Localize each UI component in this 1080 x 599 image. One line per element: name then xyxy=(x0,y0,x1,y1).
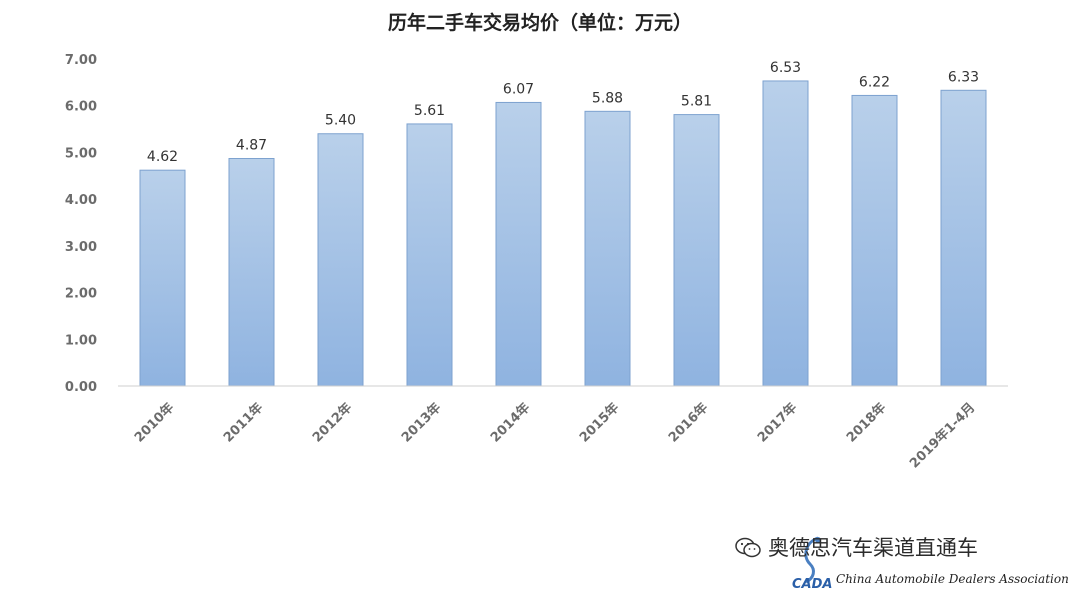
data-label: 6.53 xyxy=(770,60,801,76)
x-tick-label: 2018年 xyxy=(843,400,889,446)
y-tick-label: 6.00 xyxy=(65,100,97,115)
bars xyxy=(139,80,987,387)
bar xyxy=(139,169,186,387)
bar xyxy=(673,114,720,387)
data-label: 6.33 xyxy=(948,69,979,85)
y-tick-label: 1.00 xyxy=(65,333,97,348)
data-label: 4.62 xyxy=(147,149,178,165)
cada-logo-text: CADA xyxy=(792,577,832,592)
data-labels: 4.62 4.87 5.40 5.61 6.07 5.88 5.81 6.53 6.22 6.33 xyxy=(147,60,979,165)
bar xyxy=(851,94,898,387)
y-tick-label: 7.00 xyxy=(65,53,97,68)
y-tick-label: 2.00 xyxy=(65,287,97,302)
wechat-account-name: 奥德思汽车渠道直通车 xyxy=(768,536,978,560)
chart-title: 历年二手车交易均价（单位：万元） xyxy=(387,12,692,34)
x-tick-label: 2019年1-4月 xyxy=(906,400,978,472)
data-label: 5.81 xyxy=(681,94,712,110)
data-label: 5.61 xyxy=(414,103,445,119)
bar xyxy=(495,101,542,387)
bar xyxy=(762,80,809,387)
y-tick-label: 4.00 xyxy=(65,193,97,208)
x-tick-label: 2010年 xyxy=(131,400,177,446)
data-label: 4.87 xyxy=(236,138,267,154)
cada-logo: CADA xyxy=(792,536,832,592)
wechat-icon xyxy=(735,537,761,558)
y-axis-ticks: 0.00 1.00 2.00 3.00 4.00 5.00 6.00 7.00 xyxy=(65,53,97,395)
x-tick-label: 2013年 xyxy=(398,400,444,446)
x-tick-label: 2017年 xyxy=(754,400,800,446)
y-tick-label: 5.00 xyxy=(65,146,97,161)
bar xyxy=(584,110,631,387)
x-tick-label: 2014年 xyxy=(487,400,533,446)
data-label: 6.07 xyxy=(503,81,534,97)
bar xyxy=(406,123,453,387)
x-tick-label: 2016年 xyxy=(665,400,711,446)
data-label: 5.88 xyxy=(592,90,623,106)
watermark: CADA 奥德思汽车渠道直通车 China Automobile Dealers… xyxy=(730,528,1075,594)
org-name-english: China Automobile Dealers Association xyxy=(836,572,1069,586)
bar xyxy=(317,133,364,387)
data-label: 6.22 xyxy=(859,74,890,90)
x-tick-label: 2015年 xyxy=(576,400,622,446)
bar xyxy=(228,158,275,387)
x-tick-label: 2012年 xyxy=(309,400,355,446)
bar xyxy=(940,89,987,387)
x-tick-label: 2011年 xyxy=(220,400,266,446)
x-axis-ticks: 2010年 2011年 2012年 2013年 2014年 2015年 2016年 2017年… xyxy=(131,400,978,472)
data-label: 5.40 xyxy=(325,113,356,129)
y-tick-label: 3.00 xyxy=(65,240,97,255)
y-tick-label: 0.00 xyxy=(65,380,97,395)
